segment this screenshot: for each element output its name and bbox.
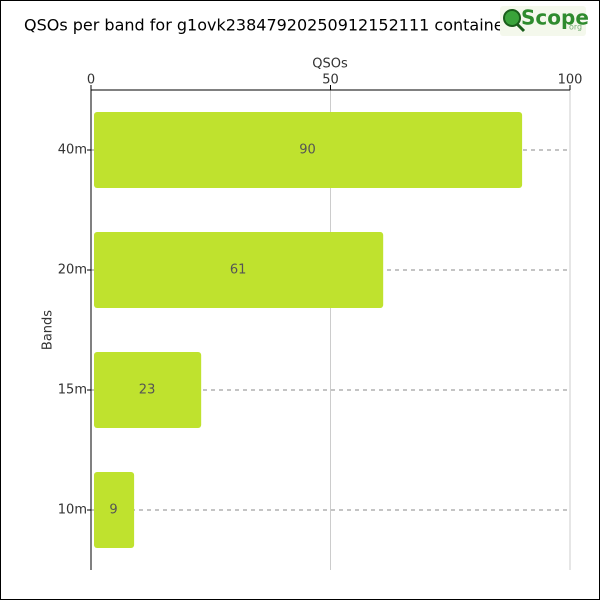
value-label: 9	[109, 503, 117, 518]
y-tick-label: 10m	[58, 503, 87, 518]
logo-suffix: org	[569, 23, 582, 32]
x-tick-label: 100	[558, 73, 583, 88]
x-axis-label: QSOs	[312, 57, 348, 72]
y-tick-label: 20m	[58, 263, 87, 278]
x-tick-label: 50	[322, 73, 339, 88]
chart-title: QSOs per band for g1ovk23847920250912152…	[24, 16, 514, 35]
y-tick-label: 15m	[58, 383, 87, 398]
value-label: 23	[139, 383, 156, 398]
logo-text: Scope	[521, 6, 589, 30]
bar	[94, 112, 523, 188]
bar	[94, 472, 135, 548]
y-axis-label: Bands	[41, 310, 56, 350]
x-tick-label: 0	[87, 73, 95, 88]
value-label: 90	[299, 143, 316, 158]
logo-icon	[503, 9, 521, 27]
logo-icon-handle	[515, 22, 526, 33]
bar	[94, 352, 202, 428]
logo: Scope org	[500, 6, 589, 36]
value-label: 61	[230, 263, 247, 278]
y-tick-label: 40m	[58, 143, 87, 158]
bar	[94, 232, 384, 308]
